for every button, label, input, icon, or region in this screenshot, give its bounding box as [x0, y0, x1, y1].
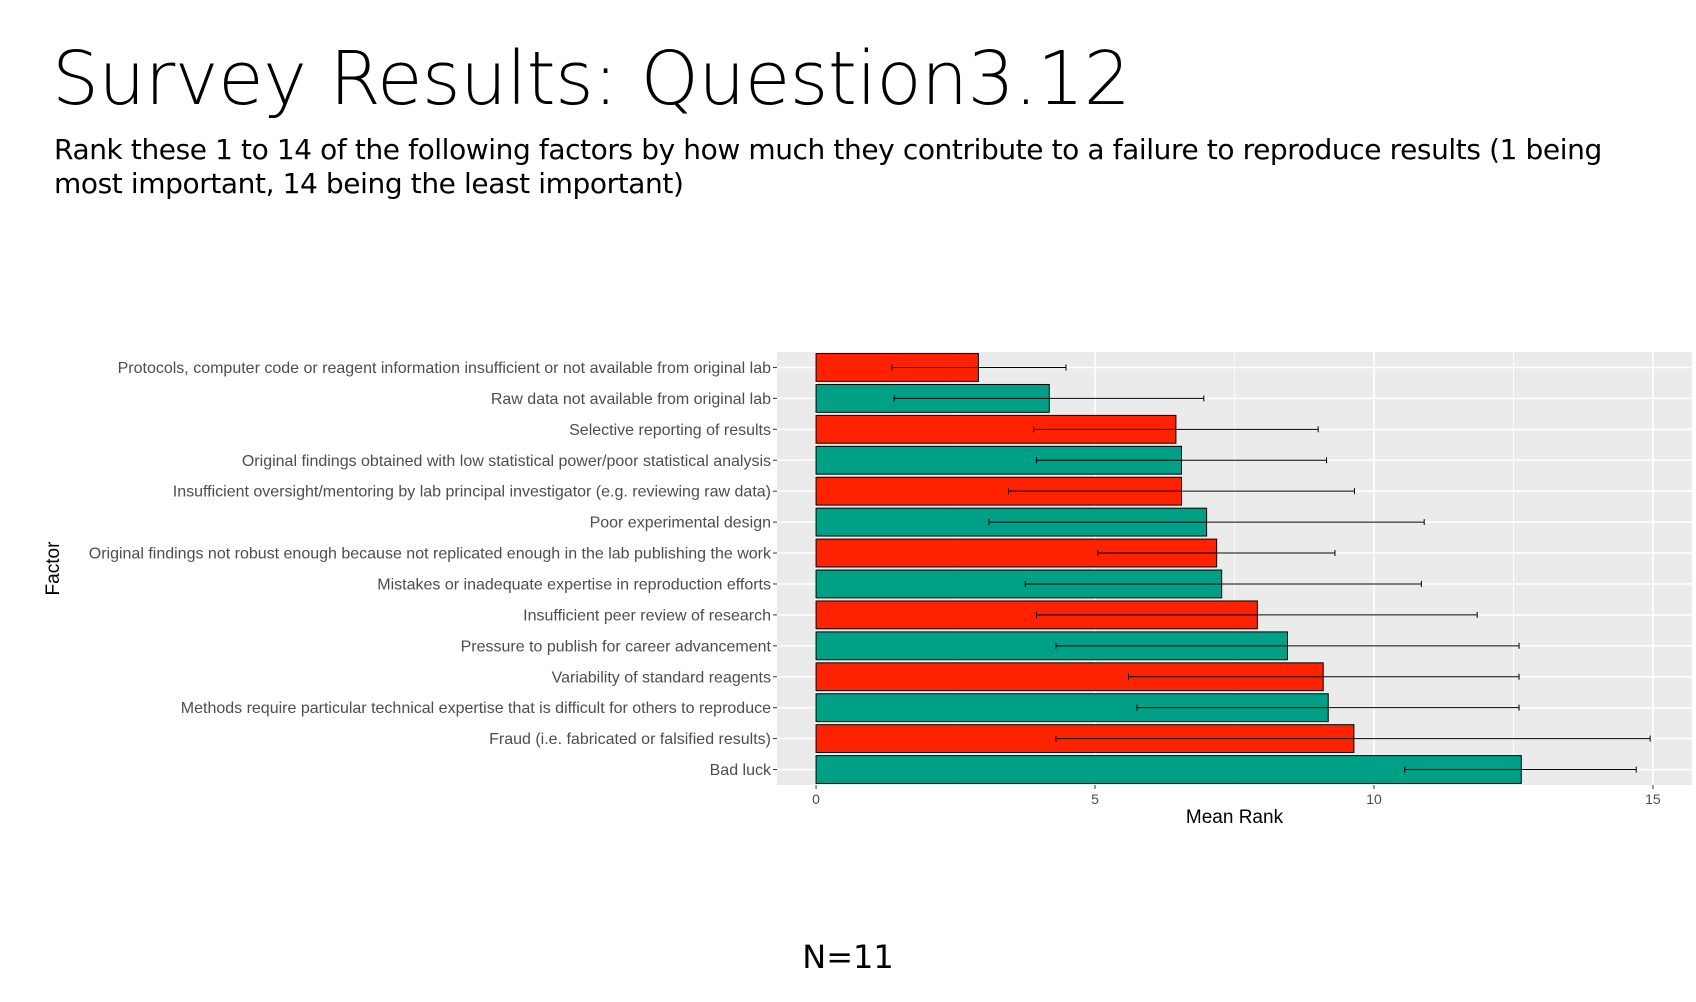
bar — [815, 755, 1522, 784]
y-tick-label: Bad luck — [710, 762, 772, 779]
sample-size-note: N=11 — [802, 938, 894, 976]
y-tick-label: Insufficient peer review of research — [523, 607, 771, 624]
y-tick-label: Insufficient oversight/mentoring by lab … — [173, 484, 771, 501]
y-tick-label: Variability of standard reagents — [552, 669, 771, 686]
x-tick-label: 15 — [1645, 791, 1661, 807]
y-tick-label: Poor experimental design — [590, 515, 771, 532]
y-tick-label: Fraud (i.e. fabricated or falsified resu… — [489, 731, 771, 748]
y-tick-label: Pressure to publish for career advanceme… — [461, 638, 772, 655]
y-tick-label: Protocols, computer code or reagent info… — [118, 360, 771, 377]
y-tick-label: Original findings not robust enough beca… — [89, 546, 772, 563]
y-tick-label: Original findings obtained with low stat… — [242, 453, 771, 470]
x-tick-label: 10 — [1366, 791, 1382, 807]
x-axis-title: Mean Rank — [1186, 807, 1284, 828]
x-tick-label: 0 — [812, 791, 820, 807]
y-tick-label: Raw data not available from original lab — [491, 391, 771, 408]
x-tick-label: 5 — [1091, 791, 1099, 807]
y-tick-label: Selective reporting of results — [569, 422, 771, 439]
slide-subtitle: Rank these 1 to 14 of the following fact… — [54, 133, 1602, 200]
y-axis-title: Factor — [43, 541, 64, 596]
y-tick-label: Methods require particular technical exp… — [181, 700, 771, 717]
slide-title: Survey Results: Question3.12 — [52, 36, 1131, 122]
y-tick-label: Mistakes or inadequate expertise in repr… — [377, 576, 771, 593]
